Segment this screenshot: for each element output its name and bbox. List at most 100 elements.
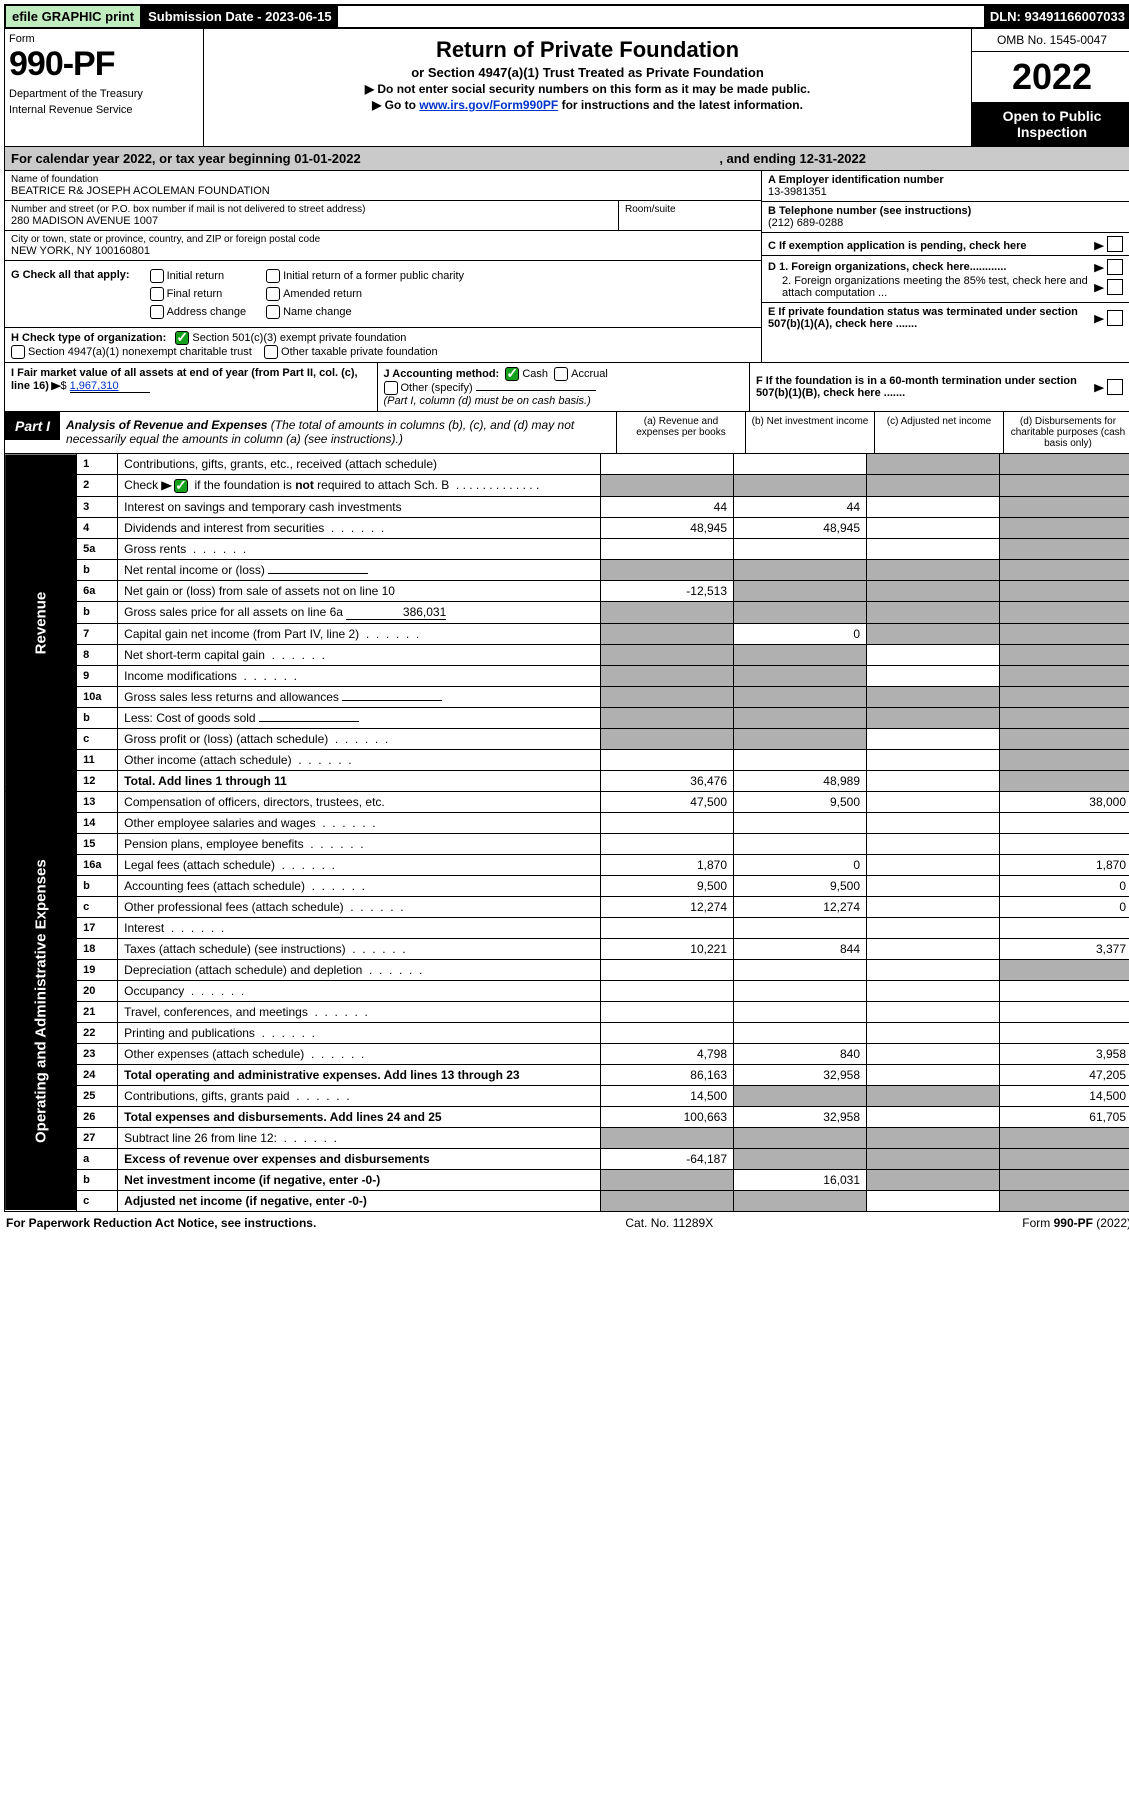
- table-row: 3Interest on savings and temporary cash …: [5, 496, 1129, 517]
- fmv-value-link[interactable]: 1,967,310: [70, 380, 150, 393]
- row-number: b: [77, 1169, 118, 1190]
- row-label: Gross rents . . . . . .: [118, 538, 601, 559]
- table-cell: [867, 1064, 1000, 1085]
- ein-value: 13-3981351: [768, 186, 1126, 198]
- row-number: 1: [77, 454, 118, 475]
- form-header: Form 990-PF Department of the Treasury I…: [4, 29, 1129, 147]
- table-cell: [601, 665, 734, 686]
- table-cell: [1000, 959, 1129, 980]
- initial-return-checkbox[interactable]: [150, 269, 164, 283]
- table-cell: 14,500: [1000, 1085, 1129, 1106]
- row-label: Other expenses (attach schedule) . . . .…: [118, 1043, 601, 1064]
- form990pf-link[interactable]: www.irs.gov/Form990PF: [419, 98, 558, 112]
- table-row: 24Total operating and administrative exp…: [5, 1064, 1129, 1085]
- table-cell: [601, 601, 734, 623]
- table-cell: [867, 707, 1000, 728]
- table-cell: [1000, 665, 1129, 686]
- address-change-checkbox[interactable]: [150, 305, 164, 319]
- efile-print-badge[interactable]: efile GRAPHIC print: [6, 6, 142, 27]
- table-cell: [734, 665, 867, 686]
- table-cell: [734, 601, 867, 623]
- table-cell: [601, 980, 734, 1001]
- amended-return-checkbox[interactable]: [266, 287, 280, 301]
- accrual-checkbox[interactable]: [554, 367, 568, 381]
- table-cell: [601, 644, 734, 665]
- table-cell: [867, 1127, 1000, 1148]
- row-number: 8: [77, 644, 118, 665]
- table-cell: [867, 980, 1000, 1001]
- d-foreign-org: D 1. Foreign organizations, check here..…: [762, 256, 1129, 303]
- row-label: Income modifications . . . . . .: [118, 665, 601, 686]
- table-row: bNet investment income (if negative, ent…: [5, 1169, 1129, 1190]
- 501c3-checkbox[interactable]: [175, 331, 189, 345]
- final-return-checkbox[interactable]: [150, 287, 164, 301]
- table-row: Operating and Administrative Expenses13C…: [5, 791, 1129, 812]
- table-cell: [601, 538, 734, 559]
- other-taxable-checkbox[interactable]: [264, 345, 278, 359]
- name-change-checkbox[interactable]: [266, 305, 280, 319]
- table-row: 15Pension plans, employee benefits . . .…: [5, 833, 1129, 854]
- table-row: 12Total. Add lines 1 through 1136,47648,…: [5, 770, 1129, 791]
- table-cell: [867, 454, 1000, 475]
- initial-return-former-checkbox[interactable]: [266, 269, 280, 283]
- table-row: 10aGross sales less returns and allowanc…: [5, 686, 1129, 707]
- table-row: 14Other employee salaries and wages . . …: [5, 812, 1129, 833]
- table-cell: [1000, 770, 1129, 791]
- table-cell: 3,958: [1000, 1043, 1129, 1064]
- e-checkbox[interactable]: [1107, 310, 1123, 326]
- table-cell: [734, 728, 867, 749]
- row-number: 4: [77, 517, 118, 538]
- table-cell: 12,274: [734, 896, 867, 917]
- row-number: 18: [77, 938, 118, 959]
- row-number: 17: [77, 917, 118, 938]
- row-number: 10a: [77, 686, 118, 707]
- c-exemption-pending: C If exemption application is pending, c…: [762, 233, 1129, 256]
- table-cell: [734, 475, 867, 497]
- table-cell: [734, 707, 867, 728]
- table-cell: 47,500: [601, 791, 734, 812]
- row-number: 13: [77, 791, 118, 812]
- table-cell: [867, 1022, 1000, 1043]
- c-checkbox[interactable]: [1107, 236, 1123, 252]
- table-cell: 1,870: [601, 854, 734, 875]
- table-cell: [867, 791, 1000, 812]
- row-number: 25: [77, 1085, 118, 1106]
- row-label: Accounting fees (attach schedule) . . . …: [118, 875, 601, 896]
- schb-not-required-checkbox[interactable]: [174, 479, 188, 493]
- row-number: 26: [77, 1106, 118, 1127]
- table-row: cAdjusted net income (if negative, enter…: [5, 1190, 1129, 1211]
- cash-checkbox[interactable]: [505, 367, 519, 381]
- row-number: 22: [77, 1022, 118, 1043]
- table-cell: 3,377: [1000, 938, 1129, 959]
- table-cell: [867, 1043, 1000, 1064]
- table-cell: 86,163: [601, 1064, 734, 1085]
- d2-checkbox[interactable]: [1107, 279, 1123, 295]
- table-cell: [601, 728, 734, 749]
- table-cell: [867, 917, 1000, 938]
- table-cell: 48,945: [601, 517, 734, 538]
- table-cell: [601, 475, 734, 497]
- row-number: 21: [77, 1001, 118, 1022]
- row-label: Compensation of officers, directors, tru…: [118, 791, 601, 812]
- table-cell: 9,500: [734, 791, 867, 812]
- table-cell: 100,663: [601, 1106, 734, 1127]
- 4947a1-checkbox[interactable]: [11, 345, 25, 359]
- table-cell: 36,476: [601, 770, 734, 791]
- row-number: 6a: [77, 580, 118, 601]
- table-cell: 48,945: [734, 517, 867, 538]
- other-method-checkbox[interactable]: [384, 381, 398, 395]
- table-cell: [1000, 686, 1129, 707]
- d1-checkbox[interactable]: [1107, 259, 1123, 275]
- g-check-all: G Check all that apply: Initial return F…: [5, 261, 761, 328]
- ssn-note: ▶ Do not enter social security numbers o…: [210, 82, 965, 96]
- row-number: 5a: [77, 538, 118, 559]
- row-label: Occupancy . . . . . .: [118, 980, 601, 1001]
- table-cell: -64,187: [601, 1148, 734, 1169]
- f-checkbox[interactable]: [1107, 379, 1123, 395]
- table-cell: [1000, 749, 1129, 770]
- table-cell: [601, 812, 734, 833]
- table-cell: 0: [734, 854, 867, 875]
- table-cell: [734, 580, 867, 601]
- table-cell: -12,513: [601, 580, 734, 601]
- page-footer: For Paperwork Reduction Act Notice, see …: [4, 1212, 1129, 1234]
